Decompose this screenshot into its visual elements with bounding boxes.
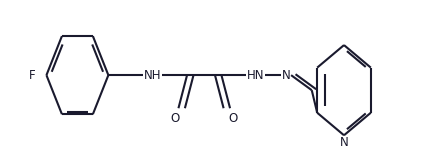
Text: O: O bbox=[170, 112, 180, 125]
Text: F: F bbox=[29, 69, 36, 82]
Text: NH: NH bbox=[144, 69, 161, 82]
Text: HN: HN bbox=[247, 69, 264, 82]
Text: N: N bbox=[340, 136, 348, 149]
Text: O: O bbox=[229, 112, 238, 125]
Text: N: N bbox=[282, 69, 290, 82]
